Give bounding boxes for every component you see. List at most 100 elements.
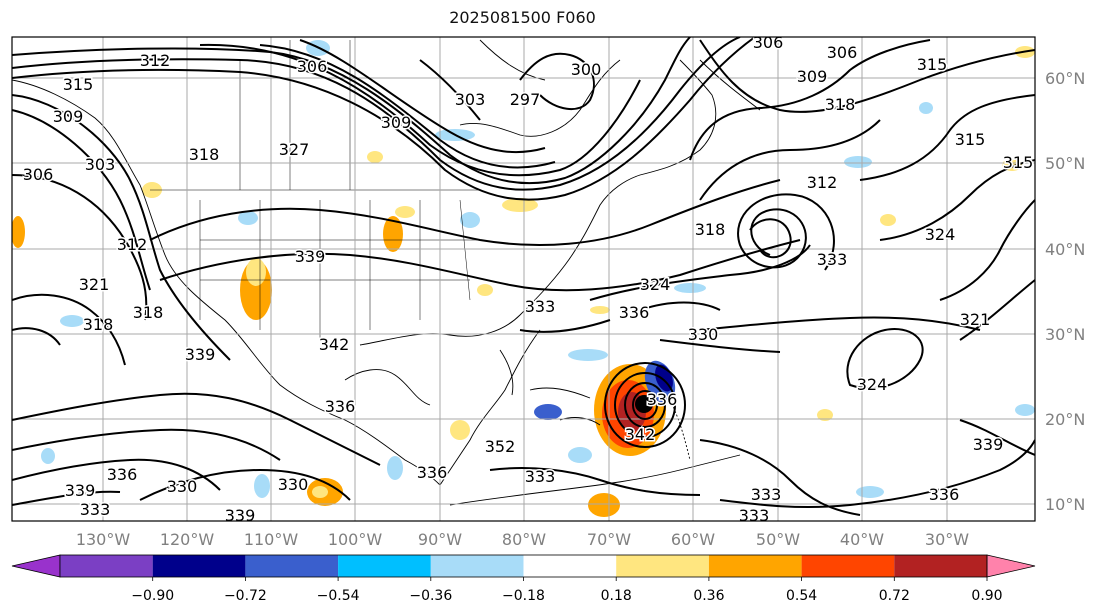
- colorbar-tick-label: 0.72: [879, 588, 910, 604]
- south-america-coast: [449, 454, 741, 506]
- contour-line: [699, 119, 881, 201]
- hurricane-contour: [614, 372, 677, 438]
- contour-line: [12, 458, 221, 491]
- contour-line: [719, 439, 1035, 509]
- contour-line: [12, 428, 281, 461]
- contour-line: [12, 37, 691, 185]
- contour-label: 318: [133, 303, 164, 322]
- hurricane-contour: [604, 362, 687, 448]
- contour-line: [879, 159, 1035, 241]
- cold-anomaly-small: [856, 486, 884, 498]
- contour-line: [749, 218, 792, 259]
- contour-label: 342: [625, 425, 656, 444]
- contour-line: [939, 199, 1035, 301]
- lon-label: 80°W: [502, 530, 546, 549]
- cuba-coast: [529, 387, 591, 399]
- contour-label: 309: [53, 107, 84, 126]
- contour-line: [12, 327, 61, 346]
- cold-anomaly-small: [674, 283, 706, 293]
- colorbar-ticks: −0.90 −0.72 −0.54 −0.36 −0.18 0.18 0.36 0.54 0.7…: [131, 577, 1003, 604]
- coastlines: [12, 39, 761, 506]
- colorbar-tick-label: −0.36: [409, 588, 452, 604]
- cold-anomaly-small: [1015, 404, 1035, 416]
- contour-line: [199, 43, 641, 177]
- contour-label: 336: [647, 390, 678, 409]
- hurricane-contour: [632, 390, 659, 420]
- colorbar-bin: [894, 555, 987, 577]
- lon-label: 110°W: [244, 530, 299, 549]
- contour-label: 315: [955, 130, 986, 149]
- colorbar-under-extension: [11, 554, 61, 578]
- contour-label: 312: [807, 173, 838, 192]
- contour-line: [959, 279, 1035, 341]
- contour-label: 352: [485, 437, 516, 456]
- shading-layer: [12, 40, 1035, 517]
- lon-label: 60°W: [671, 530, 715, 549]
- contour-label: 318: [83, 315, 114, 334]
- contour-line: [12, 94, 231, 361]
- colorbar-tick-label: −0.90: [131, 588, 174, 604]
- colorbar-tick-label: −0.18: [502, 588, 545, 604]
- map-title: 2025081500 F060: [449, 8, 596, 27]
- colorbar-tick-label: 0.36: [693, 588, 724, 604]
- contour-label: 315: [63, 75, 94, 94]
- contour-label: 339: [65, 481, 96, 500]
- florida-coast: [499, 349, 514, 396]
- cold-anomaly-small: [568, 447, 592, 463]
- colorbar-tick-label: 0.90: [971, 588, 1002, 604]
- contour-line: [519, 52, 595, 111]
- contour-line: [659, 339, 781, 353]
- contour-label: 336: [325, 397, 356, 416]
- longitude-labels: 130°W 120°W 110°W 100°W 90°W 80°W 70°W 60°W 50°W…: [76, 530, 969, 549]
- contour-line: [12, 37, 741, 191]
- state-borders: [150, 40, 480, 340]
- contour-label: 336: [929, 485, 960, 504]
- contour-label: 315: [917, 55, 948, 74]
- warm-anomaly-plains: [383, 216, 403, 252]
- warm-anomaly-small: [450, 420, 470, 440]
- contour-label: 333: [525, 467, 556, 486]
- colorbar: [11, 554, 1036, 578]
- colorbar-bin: [523, 555, 617, 577]
- colorbar-tick-label: −0.54: [317, 588, 360, 604]
- contour-label: 300: [571, 60, 602, 79]
- grid: [12, 37, 1035, 521]
- cold-anomaly-small: [844, 156, 872, 168]
- contour-label: 303: [85, 155, 116, 174]
- contour-label: 303: [455, 90, 486, 109]
- lat-label: 50°N: [1045, 154, 1085, 173]
- contour-label: 309: [381, 113, 412, 132]
- cold-anomaly-small: [568, 349, 608, 361]
- hurricane-contour: [624, 382, 667, 428]
- colorbar-bin: [60, 555, 153, 577]
- contour-label: 336: [107, 465, 138, 484]
- contour-line: [846, 328, 924, 390]
- contour-label: 306: [827, 43, 858, 62]
- warm-anomaly-small: [477, 284, 493, 296]
- contour-label: 306: [753, 33, 784, 52]
- colorbar-over-extension: [986, 554, 1036, 578]
- warm-anomaly-small: [588, 493, 620, 517]
- contour-label: 339: [225, 506, 256, 525]
- contour-line: [699, 439, 861, 516]
- lat-label: 20°N: [1045, 410, 1085, 429]
- lon-label: 130°W: [76, 530, 131, 549]
- contour-line: [589, 244, 811, 301]
- colorbar-bin: [708, 555, 802, 577]
- antilles-islands: [669, 399, 691, 461]
- map-frame: [11, 36, 1036, 522]
- contour-line: [519, 319, 611, 333]
- lon-label: 70°W: [587, 530, 631, 549]
- contour-label: 339: [295, 247, 326, 266]
- cold-anomaly-small: [238, 211, 258, 225]
- contour-label: 324: [925, 225, 956, 244]
- hudson-coast: [459, 59, 621, 137]
- warm-anomaly-west: [246, 258, 266, 286]
- contour-label: 309: [797, 67, 828, 86]
- contour-line: [699, 316, 981, 331]
- contour-label: 330: [167, 477, 198, 496]
- contour-line: [699, 39, 1035, 113]
- warm-anomaly-small: [502, 198, 538, 212]
- warm-anomaly-small: [817, 409, 833, 421]
- cold-anomaly-small: [41, 448, 55, 464]
